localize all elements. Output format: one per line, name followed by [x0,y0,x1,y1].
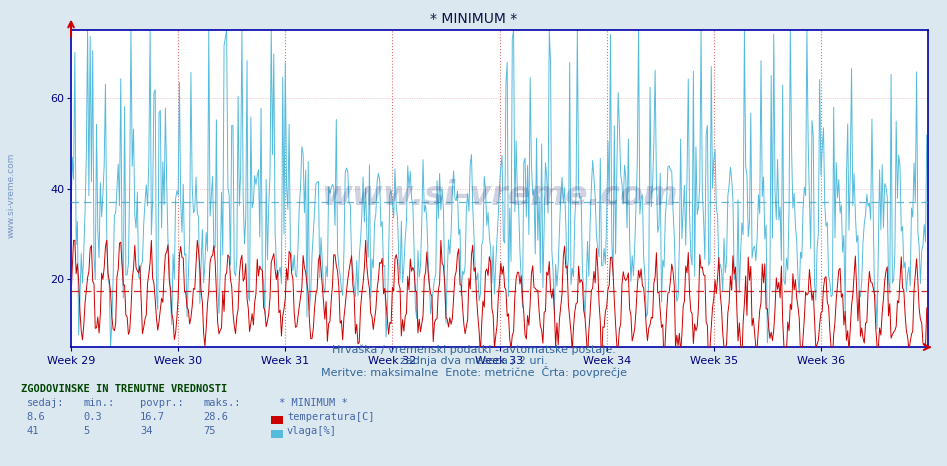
Text: 28.6: 28.6 [204,412,228,422]
Text: Meritve: maksimalne  Enote: metrične  Črta: povprečje: Meritve: maksimalne Enote: metrične Črta… [320,366,627,377]
Text: min.:: min.: [83,398,115,408]
Text: 8.6: 8.6 [27,412,45,422]
Text: * MINIMUM *: * MINIMUM * [430,12,517,26]
Text: vlaga[%]: vlaga[%] [287,426,337,436]
Text: 75: 75 [204,426,216,436]
Text: www.si-vreme.com: www.si-vreme.com [321,178,678,212]
Text: sedaj:: sedaj: [27,398,64,408]
Text: temperatura[C]: temperatura[C] [287,412,374,422]
Text: 5: 5 [83,426,90,436]
Text: 0.3: 0.3 [83,412,102,422]
Text: 34: 34 [140,426,152,436]
Text: ZGODOVINSKE IN TRENUTNE VREDNOSTI: ZGODOVINSKE IN TRENUTNE VREDNOSTI [21,384,227,394]
Text: povpr.:: povpr.: [140,398,184,408]
Text: maks.:: maks.: [204,398,241,408]
Text: www.si-vreme.com: www.si-vreme.com [7,153,16,239]
Text: Hrvaška / vremenski podatki - avtomatske postaje.: Hrvaška / vremenski podatki - avtomatske… [331,345,616,355]
Text: 16.7: 16.7 [140,412,165,422]
Text: * MINIMUM *: * MINIMUM * [279,398,348,408]
Text: zadnja dva meseca / 2 uri.: zadnja dva meseca / 2 uri. [400,356,547,366]
Text: 41: 41 [27,426,39,436]
